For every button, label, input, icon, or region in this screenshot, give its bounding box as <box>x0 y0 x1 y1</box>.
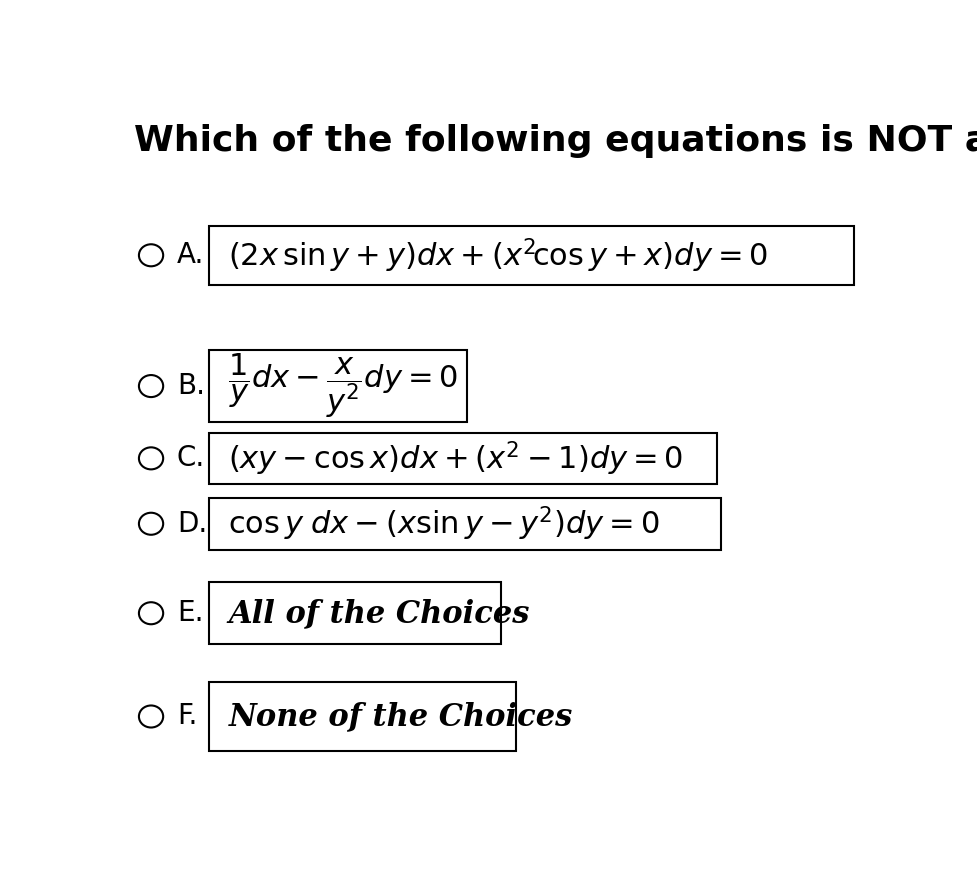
Text: $(xy - \cos x)dx + (x^2 - 1)dy = 0$: $(xy - \cos x)dx + (x^2 - 1)dy = 0$ <box>229 439 683 477</box>
Text: B.: B. <box>177 372 204 401</box>
FancyBboxPatch shape <box>209 682 516 751</box>
Text: A.: A. <box>177 241 204 269</box>
FancyBboxPatch shape <box>209 582 501 645</box>
Text: C.: C. <box>177 444 205 472</box>
Text: $(2x\,\sin y + y)dx + (x^2\!\cos y + x)dy = 0$: $(2x\,\sin y + y)dx + (x^2\!\cos y + x)d… <box>229 236 768 274</box>
FancyBboxPatch shape <box>209 433 716 485</box>
FancyBboxPatch shape <box>209 350 467 422</box>
Text: $\dfrac{1}{y}dx - \dfrac{x}{y^2}dy = 0$: $\dfrac{1}{y}dx - \dfrac{x}{y^2}dy = 0$ <box>229 351 458 420</box>
Text: None of the Choices: None of the Choices <box>229 701 572 732</box>
Text: All of the Choices: All of the Choices <box>229 598 530 628</box>
FancyBboxPatch shape <box>209 226 853 284</box>
Text: $\cos y\;dx - (x\sin y - y^2)dy = 0$: $\cos y\;dx - (x\sin y - y^2)dy = 0$ <box>229 504 659 543</box>
Text: E.: E. <box>177 599 203 628</box>
Text: D.: D. <box>177 510 207 538</box>
FancyBboxPatch shape <box>209 498 720 550</box>
Text: Which of the following equations is NOT an exact equation?: Which of the following equations is NOT … <box>134 124 977 158</box>
Text: F.: F. <box>177 703 197 730</box>
